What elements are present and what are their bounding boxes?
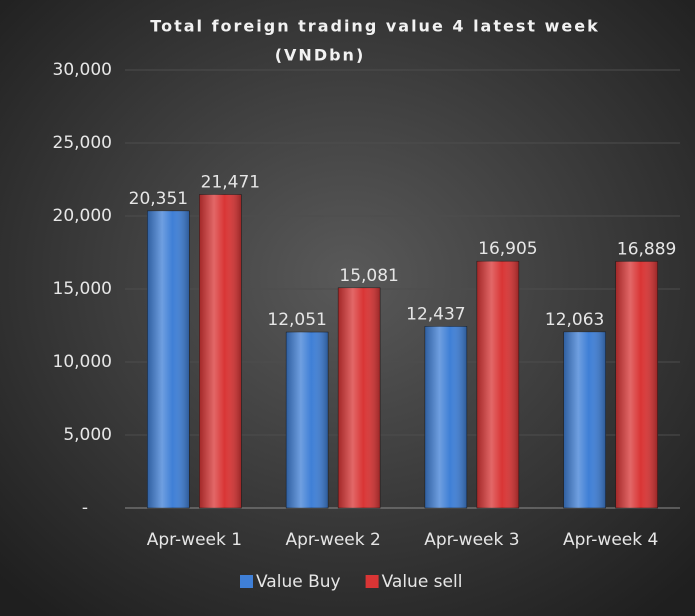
bar-shine — [615, 261, 658, 508]
data-label: 12,051 — [267, 310, 326, 330]
data-label: 16,905 — [478, 239, 537, 259]
bar-shine — [424, 326, 467, 508]
data-label: 15,081 — [339, 266, 398, 286]
data-label: 12,063 — [545, 310, 604, 330]
legend-label: Value Buy — [256, 572, 341, 592]
legend-label: Value sell — [382, 572, 463, 592]
y-tick-label: 25,000 — [53, 133, 112, 153]
chart-subtitle: (VNDbn) — [275, 46, 366, 65]
y-tick-label: - — [82, 498, 88, 518]
legend-swatch — [365, 575, 379, 588]
x-tick-label: Apr-week 1 — [147, 530, 242, 550]
x-tick-label: Apr-week 2 — [285, 530, 380, 550]
y-tick-label: 10,000 — [53, 352, 112, 372]
x-tick-label: Apr-week 3 — [424, 530, 519, 550]
bar-shine — [286, 332, 329, 508]
bar-shine — [338, 287, 381, 508]
y-tick-label: 20,000 — [53, 206, 112, 226]
bar-shine — [476, 261, 519, 508]
legend-swatch — [240, 575, 253, 588]
bar-shine — [563, 331, 606, 508]
chart-title: Total foreign trading value 4 latest wee… — [150, 17, 599, 36]
data-label: 12,437 — [406, 304, 465, 324]
x-tick-label: Apr-week 4 — [563, 530, 658, 550]
y-tick-label: 5,000 — [63, 425, 112, 445]
y-tick-label: 15,000 — [53, 279, 112, 299]
data-label: 21,471 — [201, 173, 260, 193]
data-label: 16,889 — [617, 239, 676, 259]
bar-shine — [147, 210, 190, 508]
data-label: 20,351 — [129, 189, 188, 209]
bar-shine — [199, 194, 242, 508]
y-tick-label: 30,000 — [53, 60, 112, 80]
